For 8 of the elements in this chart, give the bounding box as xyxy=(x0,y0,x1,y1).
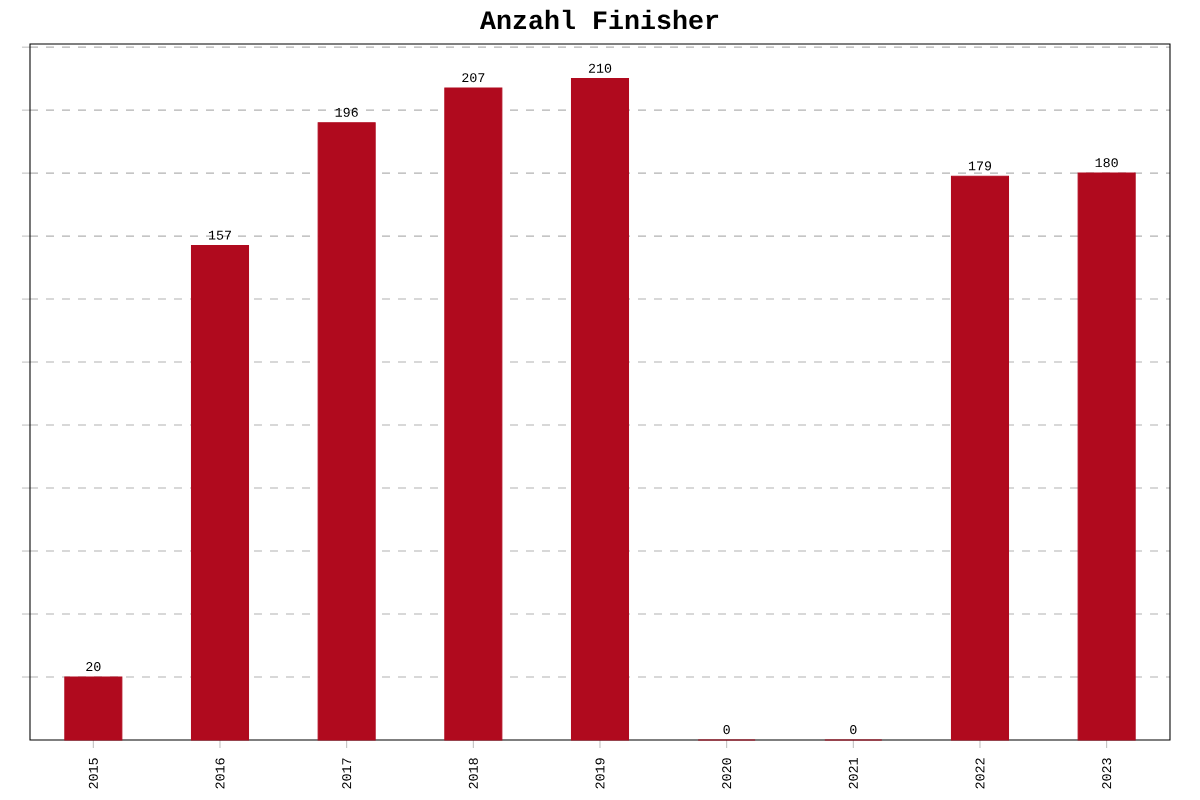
bar xyxy=(570,78,630,741)
chart-title: Anzahl Finisher xyxy=(479,9,719,30)
bar xyxy=(1077,172,1136,741)
bar xyxy=(64,676,123,741)
bar xyxy=(444,87,503,741)
bar xyxy=(190,245,250,741)
bar xyxy=(317,122,376,741)
bar xyxy=(950,175,1010,741)
